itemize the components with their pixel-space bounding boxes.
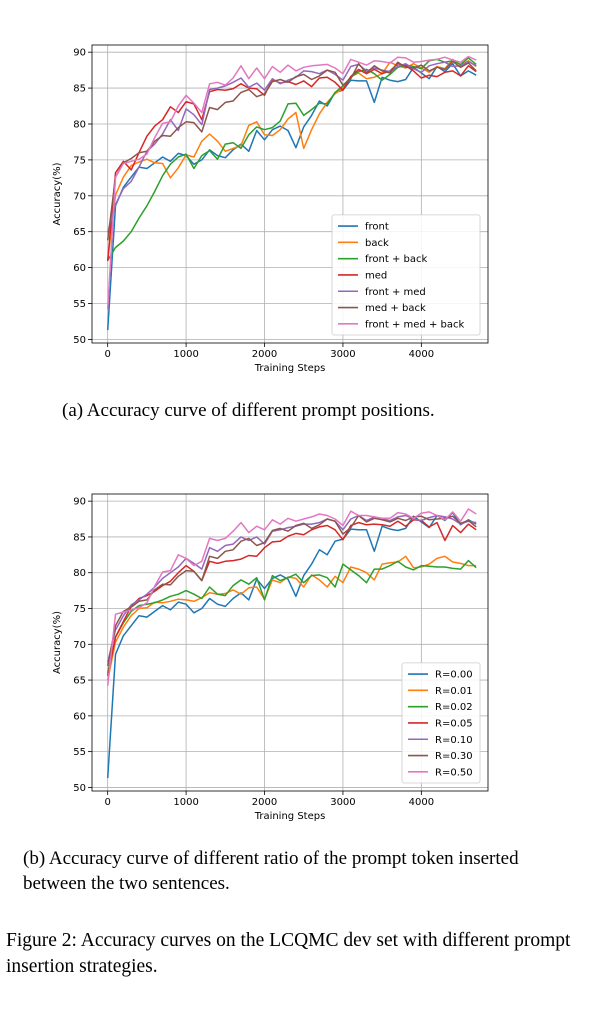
legend: front back front + back med front + med med +…: [331, 214, 481, 336]
legend-label: front + med: [365, 287, 426, 298]
y-tick-label: 90: [73, 497, 86, 508]
plot-frame: [91, 493, 489, 792]
legend-label: R=0.30: [435, 751, 473, 762]
x-axis-label: Training Steps: [254, 811, 326, 822]
y-tick-label: 75: [73, 604, 86, 615]
x-tick-label: 3000: [330, 797, 355, 808]
series-line-R-0.30: [106, 514, 477, 666]
caption-b: (b) Accuracy curve of different ratio of…: [23, 848, 519, 894]
chart-a: 0 1000 2000 3000 4000 50 55 60 65 70 75 80 85 90 Train…: [52, 44, 489, 374]
series-line-back: [106, 58, 477, 261]
series-line-R-0.02: [106, 559, 477, 674]
y-tick-label: 90: [73, 48, 86, 59]
x-tick-label: 4000: [409, 349, 434, 360]
series-line-med-back: [106, 60, 477, 241]
series-line-front-med-back: [106, 55, 477, 310]
legend-label: front + med + back: [365, 319, 464, 330]
grid: [92, 494, 488, 791]
legend-label: back: [365, 238, 389, 249]
series-line-R-0.10: [106, 514, 477, 663]
legend-box: [401, 662, 481, 784]
plot-frame: [91, 44, 489, 344]
chart-b: 0 1000 2000 3000 4000 50 55 60 65 70 75 80 85 90 Train…: [52, 493, 489, 822]
series-line-front-med: [106, 60, 477, 233]
series-line-R-0.05: [106, 519, 477, 676]
series-group: [106, 508, 477, 779]
legend-label: R=0.02: [435, 702, 473, 713]
legend: R=0.00 R=0.01 R=0.02 R=0.05 R=0.10 R=0.30 R=0.…: [401, 662, 481, 784]
legend-label: front + back: [365, 254, 427, 265]
series-group: [106, 55, 477, 331]
legend-label: R=0.01: [435, 686, 473, 697]
y-tick-label: 85: [73, 532, 86, 543]
caption-a: (a) Accuracy curve of different prompt p…: [62, 400, 435, 421]
y-tick-label: 80: [73, 119, 86, 130]
legend-label: R=0.00: [435, 670, 473, 681]
y-tick-label: 60: [73, 263, 86, 274]
legend-box: [331, 214, 481, 336]
x-tick-label: 2000: [252, 349, 277, 360]
y-tick-label: 70: [73, 640, 86, 651]
x-tick-label: 3000: [330, 349, 355, 360]
x-tick-label: 0: [104, 797, 110, 808]
x-axis-label: Training Steps: [254, 363, 326, 374]
legend-label: med + back: [365, 303, 426, 314]
legend-label: R=0.05: [435, 718, 473, 729]
series-line-R-0.50: [106, 508, 477, 686]
x-tick-label: 1000: [173, 349, 198, 360]
y-tick-label: 65: [73, 227, 86, 238]
y-tick-label: 55: [73, 299, 86, 310]
x-tick-label: 4000: [409, 797, 434, 808]
x-tick-label: 1000: [173, 797, 198, 808]
legend-label: R=0.10: [435, 735, 473, 746]
y-tick-label: 80: [73, 568, 86, 579]
legend-label: R=0.50: [435, 767, 473, 778]
y-tick-label: 55: [73, 747, 86, 758]
y-axis-label: Accuracy(%): [52, 611, 63, 674]
y-tick-label: 85: [73, 84, 86, 95]
y-tick-label: 60: [73, 711, 86, 722]
figure-caption: Figure 2: Accuracy curves on the LCQMC d…: [6, 930, 571, 977]
x-tick-label: 0: [104, 349, 110, 360]
y-tick-label: 50: [73, 783, 86, 794]
y-tick-label: 75: [73, 155, 86, 166]
y-tick-label: 70: [73, 191, 86, 202]
y-axis-label: Accuracy(%): [52, 162, 63, 225]
series-line-R-0.01: [106, 555, 477, 681]
series-line-med: [106, 62, 477, 262]
legend-label: med: [365, 270, 387, 281]
x-tick-label: 2000: [252, 797, 277, 808]
legend-label: front: [365, 222, 389, 233]
y-tick-label: 65: [73, 676, 86, 687]
y-tick-label: 50: [73, 335, 86, 346]
